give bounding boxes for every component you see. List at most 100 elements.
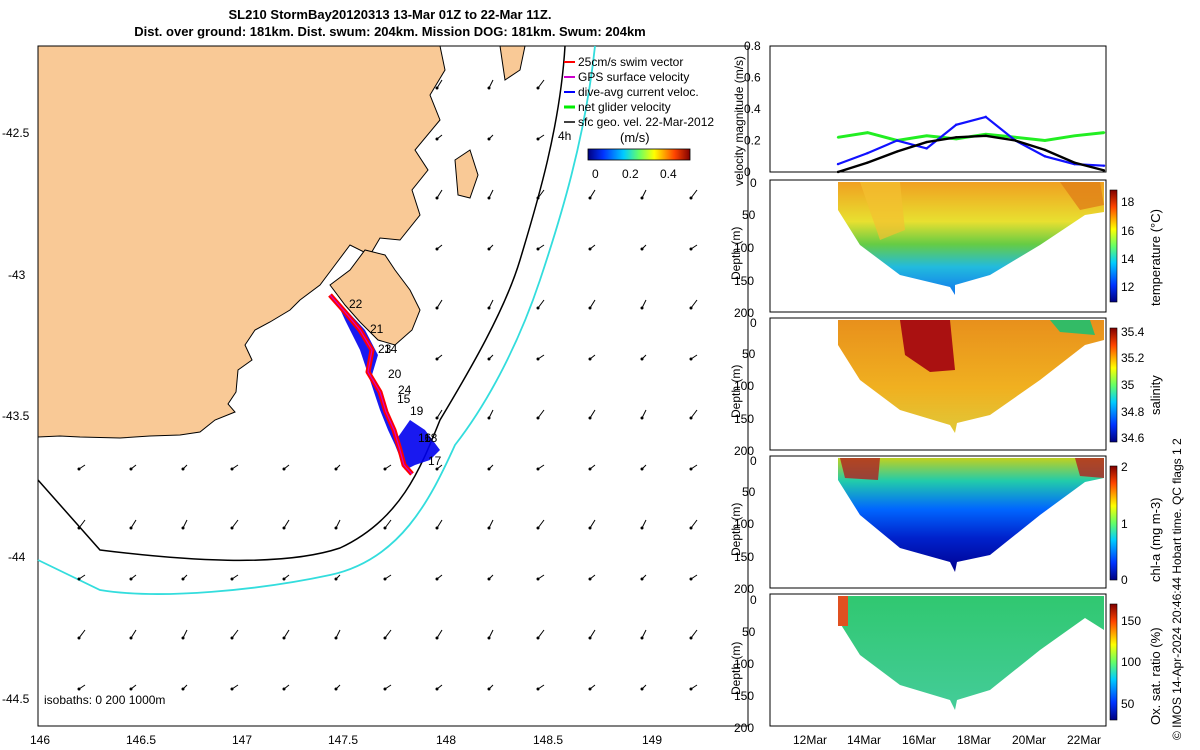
velocity-arrow-head	[588, 357, 592, 361]
oxygen-panel: 0 50 100 150 200 Depth (m) 150 100 50 Ox…	[729, 593, 1163, 735]
velocity-arrow	[589, 189, 596, 199]
north-islands	[499, 45, 526, 81]
temperature-depth-100: 100	[734, 241, 754, 255]
velocity-arrow-head	[487, 577, 491, 581]
isobaths-label: isobaths: 0 200 1000m	[44, 693, 165, 707]
time-tick-18mar: 18Mar	[957, 733, 991, 747]
velocity-arrow-head	[230, 687, 234, 691]
velocity-arrow-head	[334, 526, 338, 530]
velocity-arrow-head	[487, 526, 491, 530]
temperature-cb-14: 14	[1121, 252, 1135, 266]
map-x-tick-146: 146	[30, 733, 50, 747]
salinity-high-patch	[900, 320, 955, 372]
velocity-point	[1102, 164, 1106, 167]
velocity-y-tick: 0.4	[744, 102, 761, 116]
velocity-arrow-head	[536, 137, 540, 141]
salinity-cb-35: 35	[1121, 378, 1135, 392]
velocity-line-1	[837, 115, 1105, 167]
velocity-arrow-head	[383, 467, 387, 471]
colorbar-tick-2: 0.4	[660, 167, 677, 181]
legend-swim: 25cm/s swim vector	[578, 55, 683, 69]
glider-track-core	[329, 294, 413, 475]
velocity-arrow	[436, 79, 443, 89]
temperature-depth-150: 150	[734, 274, 754, 288]
oxygen-depth-200: 200	[734, 721, 754, 735]
salinity-depth-100: 100	[734, 379, 754, 393]
velocity-arrow-head	[77, 687, 81, 691]
velocity-arrow-head	[588, 247, 592, 251]
oxygen-depth-label: Depth (m)	[729, 642, 743, 695]
velocity-arrow	[231, 519, 239, 529]
velocity-arrow-head	[536, 247, 540, 251]
figure-title: SL210 StormBay20120313 13-Mar 01Z to 22-…	[40, 6, 740, 40]
salinity-depth-label: Depth (m)	[729, 365, 743, 418]
temperature-cb-18: 18	[1121, 195, 1135, 209]
velocity-arrow-head	[181, 467, 185, 471]
velocity-arrow	[690, 409, 698, 419]
speed-colorbar	[587, 148, 691, 161]
velocity-arrow	[690, 519, 698, 529]
chla-depth-150: 150	[734, 550, 754, 564]
velocity-arrow	[690, 629, 698, 639]
glider-dive-vectors	[335, 298, 440, 470]
chla-depth-200: 200	[734, 582, 754, 596]
velocity-arrow-head	[129, 577, 133, 581]
time-tick-16mar: 16Mar	[902, 733, 936, 747]
velocity-arrow-head	[640, 247, 644, 251]
salinity-depth-150: 150	[734, 412, 754, 426]
velocity-arrow	[589, 629, 596, 639]
oxygen-section	[838, 596, 1104, 710]
chla-depth-0: 0	[750, 454, 757, 468]
velocity-series	[836, 115, 1106, 174]
map-legend: 25cm/s swim vector GPS surface velocity …	[558, 55, 714, 181]
velocity-y-tick: 0.6	[744, 71, 761, 85]
velocity-line-2	[837, 134, 1105, 174]
time-tick-14mar: 14Mar	[847, 733, 881, 747]
velocity-arrow-head	[77, 526, 81, 530]
velocity-arrow-head	[689, 577, 693, 581]
velocity-arrow-head	[536, 526, 540, 530]
velocity-arrow-head	[282, 687, 286, 691]
velocity-point	[895, 150, 899, 153]
maria-island	[454, 149, 479, 199]
velocity-arrow-head	[230, 526, 234, 530]
velocity-arrow-head	[536, 687, 540, 691]
velocity-arrow	[78, 519, 86, 529]
temperature-depth-label: Depth (m)	[729, 227, 743, 280]
velocity-arrow-head	[435, 636, 439, 640]
chla-high-patch-2	[1075, 458, 1104, 478]
isobath-200	[37, 45, 566, 562]
velocity-arrow-head	[383, 526, 387, 530]
velocity-arrow	[231, 629, 239, 639]
day-label-21: 21	[370, 322, 384, 336]
velocity-point	[1014, 139, 1017, 142]
velocity-arrow-head	[230, 467, 234, 471]
velocity-arrow-head	[282, 467, 286, 471]
salinity-label: salinity	[1148, 375, 1163, 415]
velocity-arrow	[537, 189, 545, 199]
velocity-arrow	[384, 519, 392, 529]
velocity-arrow-head	[383, 577, 387, 581]
isobath-1000	[37, 45, 596, 595]
day-labels: 22 21 23 14 20 24 15 19 16 18 17	[349, 297, 442, 468]
map-x-tick-146-5: 146.5	[126, 733, 156, 747]
velocity-arrow	[436, 189, 443, 199]
temperature-colorbar	[1109, 189, 1118, 303]
map-x-ticks: 146 146.5 147 147.5 148 148.5 149	[30, 733, 662, 747]
velocity-point	[836, 162, 840, 166]
velocity-arrow-head	[689, 526, 693, 530]
imos-side-note: © IMOS 14-Apr-2024 20:46:44 Hobart time.…	[1170, 438, 1184, 740]
velocity-point	[1102, 131, 1106, 134]
day-label-15: 15	[397, 392, 411, 406]
velocity-arrow	[589, 519, 596, 529]
day-label-18: 18	[424, 431, 438, 445]
velocity-arrow-head	[588, 526, 592, 530]
velocity-arrow-head	[689, 306, 693, 310]
velocity-arrow	[130, 519, 137, 529]
velocity-arrow-head	[640, 196, 644, 200]
day-label-19: 19	[410, 404, 424, 418]
velocity-point	[1073, 161, 1076, 164]
velocity-y-tick: 0.2	[744, 134, 761, 148]
velocity-point	[866, 161, 869, 164]
velocity-arrow-head	[129, 467, 133, 471]
